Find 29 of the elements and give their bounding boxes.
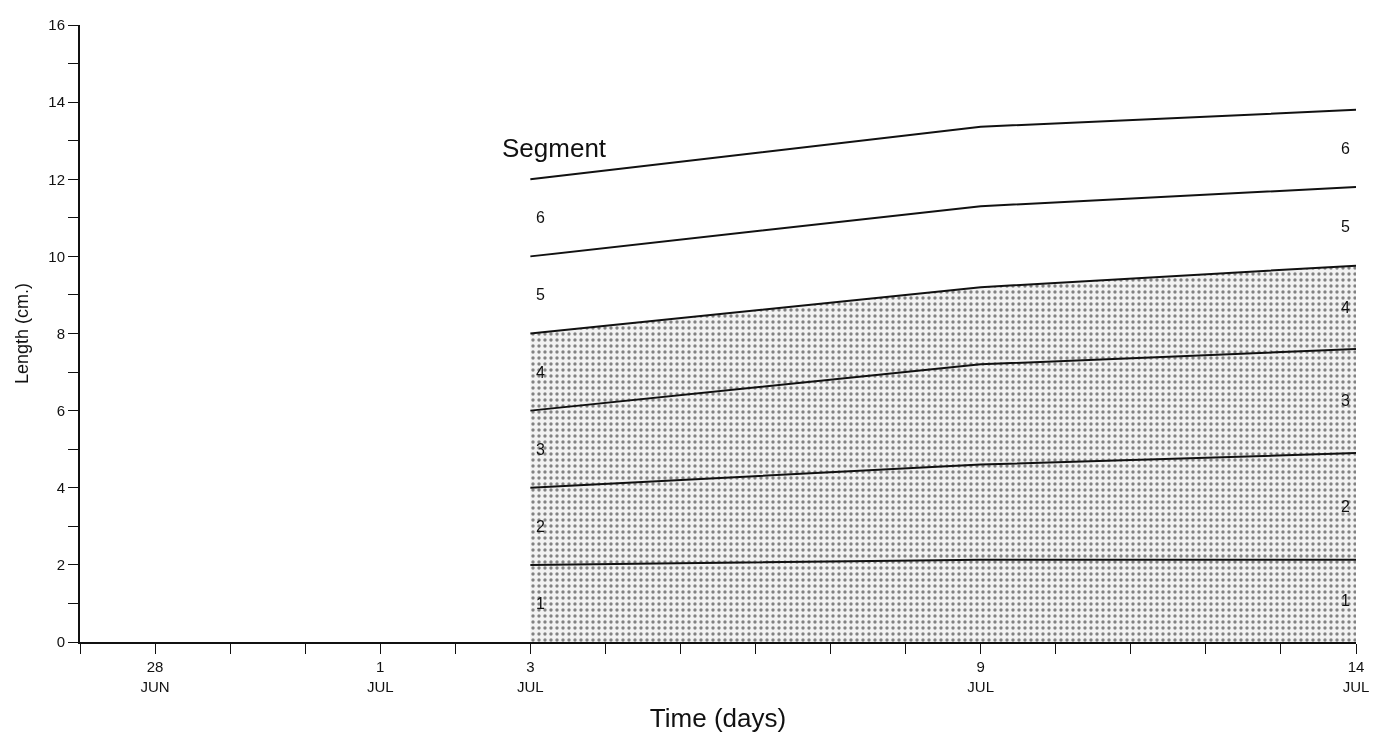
series-label: 1	[536, 595, 545, 612]
annotation: Segment	[502, 133, 607, 163]
y-tick-label: 14	[48, 93, 65, 111]
y-tick-label: 16	[48, 16, 65, 34]
y-tick-label: 10	[48, 247, 65, 265]
series-label: 4	[536, 364, 545, 381]
text: 5	[1341, 218, 1350, 235]
text: 4	[1341, 299, 1350, 316]
x-tick-label: 28 JUN	[140, 658, 170, 695]
x-tick-label: 1 JUL	[366, 658, 394, 695]
series-label: 3	[536, 441, 545, 458]
x-axis-title: Time (days)	[649, 702, 787, 733]
y-tick-label: 6	[56, 401, 65, 419]
y-axis-title: Length (cm.)	[12, 282, 33, 385]
x-tick-label: 14 JUL	[1342, 658, 1370, 695]
text: 2	[1341, 498, 1350, 515]
x-tick-label: 3 JUL	[517, 658, 544, 695]
y-tick-label: 12	[48, 170, 65, 188]
text: 1	[1341, 592, 1350, 609]
y-tick-label: 8	[56, 324, 65, 342]
text: 3	[1341, 392, 1350, 409]
y-tick-label: 0	[56, 633, 65, 651]
y-tick-label: 4	[56, 479, 65, 496]
text: 6	[536, 209, 545, 226]
series-label: 5	[536, 286, 545, 303]
y-tick-label: 2	[56, 556, 65, 574]
series-label: 2	[536, 518, 545, 535]
series-label: 6	[1341, 140, 1350, 157]
x-tick-label: 9 JUL	[967, 658, 995, 695]
